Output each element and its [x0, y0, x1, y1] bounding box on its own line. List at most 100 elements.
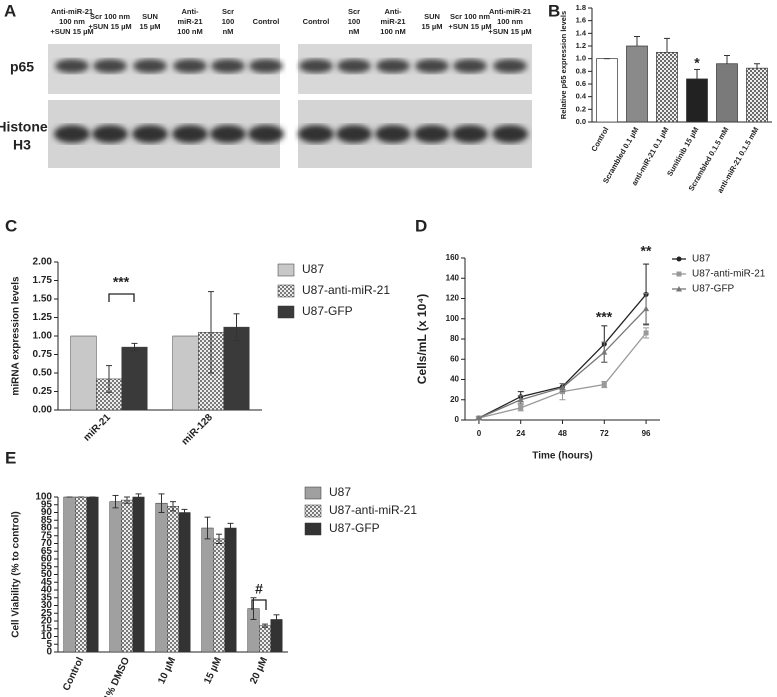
y-tick-label: 20	[41, 616, 53, 627]
x-tick-label: 0	[477, 429, 482, 438]
y-tick-label: 100	[35, 492, 52, 503]
lane-label: Anti-	[181, 7, 199, 16]
band	[299, 59, 333, 73]
y-axis-label: Cell Viability (% to control)	[11, 511, 22, 638]
lane-label: 15 µM	[140, 22, 161, 31]
lane-label: +SUN 15 µM	[88, 22, 131, 31]
band	[173, 59, 207, 73]
lane-label: 15 µM	[422, 22, 443, 31]
y-tick-label: 40	[41, 585, 53, 596]
point	[517, 396, 524, 403]
band	[452, 125, 488, 143]
y-tick-label: 0	[46, 647, 52, 658]
point	[601, 349, 608, 355]
panel-letter: D	[415, 216, 427, 235]
x-tick-label: miR-128	[180, 412, 216, 448]
bar	[686, 78, 708, 123]
y-tick-label: 45	[41, 577, 53, 588]
panel-letter: E	[5, 448, 16, 467]
band	[414, 125, 450, 143]
y-tick-label: 10	[41, 631, 53, 642]
x-tick-label: Control	[589, 125, 610, 153]
x-tick-label: miR-21	[82, 412, 114, 444]
lane-label: nM	[223, 27, 234, 36]
point	[601, 382, 607, 388]
lane-label: Anti-	[384, 7, 402, 16]
lane-label: Scr 100 nm	[90, 12, 130, 21]
bar	[224, 527, 237, 653]
y-tick-label: 2.00	[33, 257, 53, 268]
y-tick-label: 0.6	[576, 79, 586, 88]
y-tick-label: 1.25	[33, 312, 53, 323]
lane-label: Scr	[348, 7, 360, 16]
lane-label: +SUN 15 µM	[448, 22, 491, 31]
lane-label: nM	[349, 27, 360, 36]
x-tick-label: 15 µM	[202, 656, 224, 686]
legend-swatch	[277, 305, 295, 319]
y-tick-label: 35	[41, 592, 53, 603]
panel-letter: C	[5, 216, 17, 235]
y-tick-label: 1.4	[576, 28, 587, 37]
y-tick-label: 120	[446, 294, 460, 303]
lane-label: 100	[222, 17, 235, 26]
legend-label: U87-GFP	[302, 304, 353, 318]
bar	[213, 538, 225, 653]
point	[518, 405, 524, 411]
lane-label: 100	[348, 17, 361, 26]
legend-swatch	[304, 522, 322, 536]
y-tick-label: 50	[41, 569, 53, 580]
legend-label: U87-anti-miR-21	[302, 283, 390, 297]
y-tick-label: 80	[41, 523, 53, 534]
y-tick-label: 0.75	[33, 349, 53, 360]
lane-label: +SUN 15 µM	[50, 27, 93, 36]
band	[375, 125, 411, 143]
bar	[656, 51, 678, 123]
y-axis-label: miRNA expression levels	[11, 276, 22, 396]
y-axis-label: Cells/mL (x 10⁴)	[415, 294, 429, 384]
y-tick-label: 30	[41, 600, 53, 611]
row-label: H3	[13, 137, 31, 153]
annotation: ***	[596, 309, 613, 325]
y-tick-label: 70	[41, 538, 53, 549]
lane-label: SUN	[142, 12, 158, 21]
x-tick-label: Sunitinib 15 µM	[665, 125, 700, 177]
lane-label: miR-21	[380, 17, 405, 26]
band	[337, 59, 371, 73]
bar	[63, 496, 76, 653]
legend-marker	[676, 286, 682, 292]
bar	[70, 335, 97, 411]
point	[559, 384, 566, 391]
y-tick-label: 1.6	[576, 16, 586, 25]
y-tick-label: 140	[446, 273, 460, 282]
lane-label: Anti-miR-21	[51, 7, 93, 16]
bar	[121, 346, 148, 411]
band	[133, 59, 167, 73]
y-tick-label: 1.2	[576, 41, 586, 50]
lane-label: 100 nM	[177, 27, 202, 36]
x-tick-label: 0.1% DMSO	[99, 656, 133, 697]
y-tick-label: 65	[41, 546, 53, 557]
y-tick-label: 15	[41, 623, 53, 634]
y-tick-label: 160	[446, 253, 460, 262]
bar	[75, 496, 87, 653]
lane-label: Control	[253, 17, 280, 26]
band	[172, 125, 208, 143]
x-tick-label: 96	[642, 429, 651, 438]
bar	[109, 501, 122, 653]
annotation: ***	[113, 274, 130, 290]
band	[493, 59, 527, 73]
band	[211, 59, 245, 73]
legend-swatch	[277, 263, 295, 277]
band	[93, 59, 127, 73]
band	[210, 125, 246, 143]
legend-label: U87	[329, 485, 351, 499]
band	[336, 125, 372, 143]
y-tick-label: 0.8	[576, 66, 586, 75]
lane-label: 100 nm	[497, 17, 523, 26]
y-tick-label: 75	[41, 530, 53, 541]
bar	[178, 512, 191, 653]
x-axis-label: Time (hours)	[532, 451, 592, 462]
panel-letter: B	[548, 1, 560, 20]
lane-label: Control	[303, 17, 330, 26]
y-tick-label: 5	[46, 639, 52, 650]
